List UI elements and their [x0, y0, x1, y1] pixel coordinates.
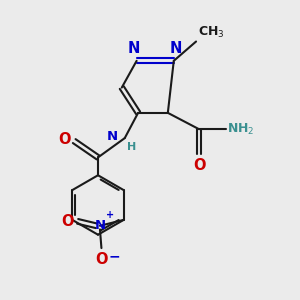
- Text: +: +: [106, 210, 115, 220]
- Text: H: H: [127, 142, 136, 152]
- Text: −: −: [109, 250, 121, 264]
- Text: O: O: [193, 158, 205, 173]
- Text: O: O: [58, 132, 70, 147]
- Text: NH$_2$: NH$_2$: [227, 122, 255, 137]
- Text: O: O: [95, 252, 108, 267]
- Text: O: O: [61, 214, 74, 229]
- Text: N: N: [170, 41, 182, 56]
- Text: N: N: [94, 219, 106, 232]
- Text: N: N: [107, 130, 118, 143]
- Text: CH$_3$: CH$_3$: [198, 25, 224, 40]
- Text: N: N: [128, 41, 140, 56]
